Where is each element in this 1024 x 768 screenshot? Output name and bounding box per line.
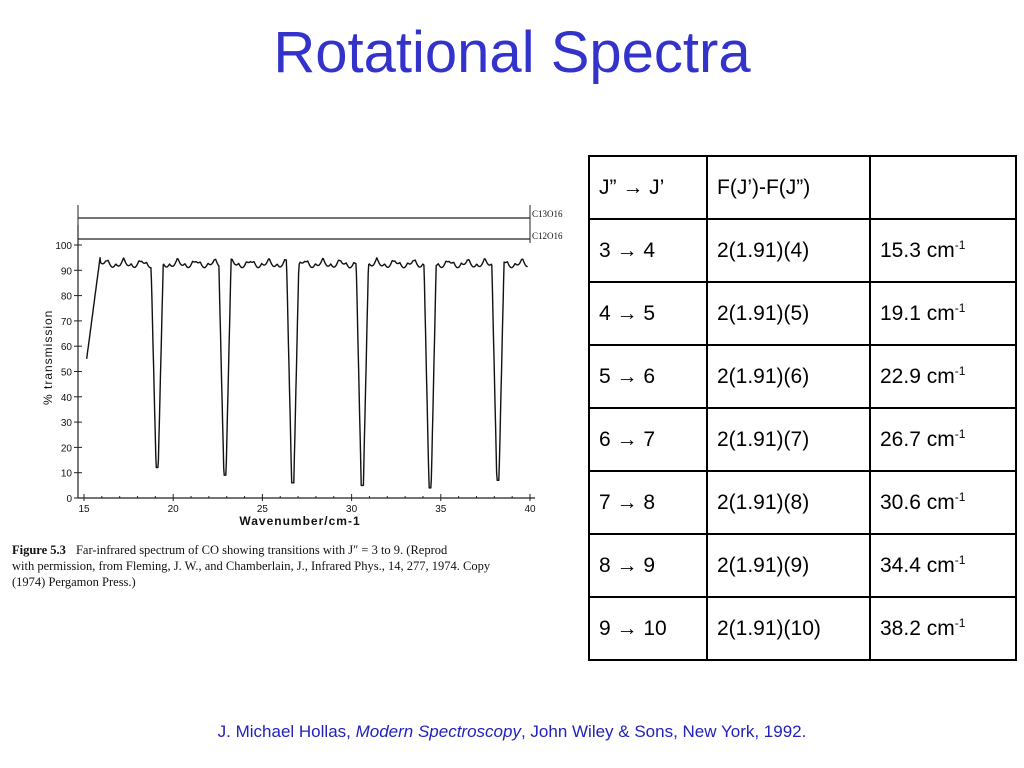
transition-table: J” → J’ F(J’)-F(J”) 3 → 4 2(1.91)(4) 15.…	[588, 155, 1017, 661]
value-text: 19.1 cm	[880, 302, 955, 325]
cell-expression: 2(1.91)(4)	[706, 218, 871, 283]
x-tick-label: 25	[257, 504, 269, 515]
table-row: 5 → 6 2(1.91)(6) 22.9 cm-1	[588, 344, 1017, 409]
citation-author: J. Michael Hollas,	[217, 722, 356, 741]
cell-transition: 4 → 5	[588, 281, 708, 346]
table-row: 3 → 4 2(1.91)(4) 15.3 cm-1	[588, 218, 1017, 283]
unit-exponent: -1	[954, 301, 966, 315]
x-tick-label: 40	[524, 504, 536, 515]
table-row: 9 → 10 2(1.91)(10) 38.2 cm-1	[588, 596, 1017, 661]
citation: J. Michael Hollas, Modern Spectroscopy, …	[0, 722, 1024, 742]
y-tick-label: 90	[61, 266, 73, 277]
y-axis-label: % transmission	[41, 310, 55, 405]
cell-value: 15.3 cm-1	[869, 218, 1017, 283]
cell-value: 30.6 cm-1	[869, 470, 1017, 535]
x-tick-label: 30	[346, 504, 358, 515]
cell-transition: 8 → 9	[588, 533, 708, 598]
cell-expression: 2(1.91)(9)	[706, 533, 871, 598]
figure-label: Figure 5.3	[12, 543, 66, 557]
cell-value: 34.4 cm-1	[869, 533, 1017, 598]
cell-transition: 6 → 7	[588, 407, 708, 472]
slide-title: Rotational Spectra	[273, 20, 751, 85]
header-expression: F(J’)-F(J”)	[706, 155, 871, 220]
unit-exponent: -1	[954, 238, 966, 252]
value-text: 30.6 cm	[880, 491, 955, 514]
cell-expression: 2(1.91)(5)	[706, 281, 871, 346]
table-header-row: J” → J’ F(J’)-F(J”)	[588, 155, 1017, 220]
cell-value: 38.2 cm-1	[869, 596, 1017, 661]
cell-expression: 2(1.91)(8)	[706, 470, 871, 535]
y-tick-label: 30	[61, 418, 73, 429]
cell-value: 22.9 cm-1	[869, 344, 1017, 409]
caption-line-2: with permission, from Fleming, J. W., an…	[12, 559, 491, 573]
citation-book: Modern Spectroscopy	[355, 722, 521, 741]
caption-line-3: (1974) Pergamon Press.)	[12, 575, 136, 589]
y-tick-label: 20	[61, 443, 73, 454]
cell-expression: 2(1.91)(10)	[706, 596, 871, 661]
figure-caption: Figure 5.3 Far-infrared spectrum of CO sh…	[12, 542, 587, 594]
value-text: 34.4 cm	[880, 554, 955, 577]
isotope-label-upper: C13O16	[532, 209, 563, 219]
y-tick-label: 40	[61, 393, 73, 404]
y-tick-label: 0	[66, 494, 72, 505]
transmission-trace	[86, 257, 528, 489]
table-row: 8 → 9 2(1.91)(9) 34.4 cm-1	[588, 533, 1017, 598]
header-value	[869, 155, 1017, 220]
y-tick-label: 10	[61, 469, 73, 480]
caption-line-1: Far-infrared spectrum of CO showing tran…	[75, 543, 448, 557]
y-tick-label: 80	[61, 292, 73, 303]
cell-transition: 3 → 4	[588, 218, 708, 283]
x-tick-label: 35	[435, 504, 447, 515]
isotope-label-lower: C12O16	[532, 231, 563, 241]
table-row: 4 → 5 2(1.91)(5) 19.1 cm-1	[588, 281, 1017, 346]
unit-exponent: -1	[954, 553, 966, 567]
header-transition: J” → J’	[588, 155, 708, 220]
x-axis-ticks: 15 20 25 30 35 40	[78, 494, 536, 515]
x-axis-label: Wavenumber/cm-1	[239, 514, 360, 528]
y-tick-label: 70	[61, 317, 73, 328]
value-text: 26.7 cm	[880, 428, 955, 451]
unit-exponent: -1	[954, 490, 966, 504]
y-tick-label: 100	[55, 241, 72, 252]
unit-exponent: -1	[954, 427, 966, 441]
cell-transition: 5 → 6	[588, 344, 708, 409]
cell-transition: 7 → 8	[588, 470, 708, 535]
cell-transition: 9 → 10	[588, 596, 708, 661]
x-tick-label: 15	[78, 504, 90, 515]
citation-rest: , John Wiley & Sons, New York, 1992.	[520, 722, 807, 741]
value-text: 22.9 cm	[880, 365, 955, 388]
value-text: 15.3 cm	[880, 239, 955, 262]
unit-exponent: -1	[954, 364, 966, 378]
y-tick-label: 60	[61, 342, 73, 353]
cell-value: 26.7 cm-1	[869, 407, 1017, 472]
x-tick-label: 20	[168, 504, 180, 515]
value-text: 38.2 cm	[880, 617, 955, 640]
unit-exponent: -1	[954, 616, 966, 630]
table-row: 6 → 7 2(1.91)(7) 26.7 cm-1	[588, 407, 1017, 472]
cell-expression: 2(1.91)(7)	[706, 407, 871, 472]
cell-expression: 2(1.91)(6)	[706, 344, 871, 409]
table-row: 7 → 8 2(1.91)(8) 30.6 cm-1	[588, 470, 1017, 535]
cell-value: 19.1 cm-1	[869, 281, 1017, 346]
y-tick-label: 50	[61, 368, 73, 379]
